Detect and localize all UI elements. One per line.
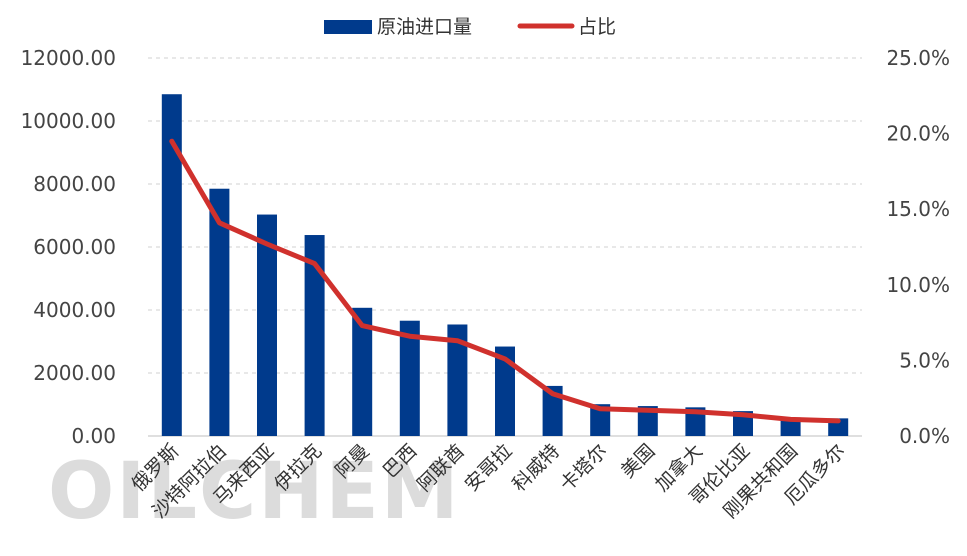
left-axis: 0.00 2000.00 4000.00 6000.00 8000.00 10000.00… bbox=[21, 46, 116, 448]
category-label: 安哥拉 bbox=[461, 440, 517, 496]
category-label: 美国 bbox=[617, 440, 659, 482]
bar bbox=[209, 188, 230, 436]
right-tick-label: 20.0% bbox=[886, 122, 950, 146]
right-tick-label: 10.0% bbox=[886, 273, 950, 297]
right-tick-label: 0.0% bbox=[899, 424, 950, 448]
right-tick-label: 5.0% bbox=[899, 348, 950, 372]
share-line bbox=[169, 138, 841, 424]
right-axis: 0.0% 5.0% 10.0% 15.0% 20.0% 25.0% bbox=[886, 46, 950, 448]
bar bbox=[352, 307, 373, 436]
left-tick-label: 12000.00 bbox=[21, 46, 116, 70]
left-tick-label: 2000.00 bbox=[33, 361, 116, 385]
bar bbox=[257, 214, 277, 436]
bar bbox=[447, 324, 468, 436]
bar bbox=[161, 94, 182, 436]
category-label: 科威特 bbox=[508, 440, 564, 496]
bar bbox=[495, 346, 515, 436]
bar bbox=[304, 235, 325, 436]
line-series bbox=[169, 138, 841, 424]
left-tick-label: 8000.00 bbox=[33, 172, 116, 196]
left-tick-label: 4000.00 bbox=[33, 298, 116, 322]
left-tick-label: 10000.00 bbox=[21, 109, 116, 133]
bar bbox=[542, 385, 563, 436]
left-tick-label: 6000.00 bbox=[33, 235, 116, 259]
bar bbox=[399, 320, 420, 436]
bar bbox=[780, 417, 801, 436]
right-tick-label: 25.0% bbox=[886, 46, 950, 70]
legend-line-label: 占比 bbox=[578, 16, 616, 38]
bar bbox=[590, 404, 611, 436]
category-label: 卡塔尔 bbox=[556, 440, 612, 496]
legend: 原油进口量 占比 bbox=[324, 16, 616, 38]
legend-bar-label: 原油进口量 bbox=[377, 16, 472, 38]
right-tick-label: 15.0% bbox=[886, 197, 950, 221]
left-tick-label: 0.00 bbox=[71, 424, 116, 448]
legend-bar-swatch bbox=[324, 20, 372, 34]
bar bbox=[637, 406, 658, 436]
bar-series bbox=[161, 94, 849, 436]
watermark: OILCHEM bbox=[48, 447, 460, 537]
